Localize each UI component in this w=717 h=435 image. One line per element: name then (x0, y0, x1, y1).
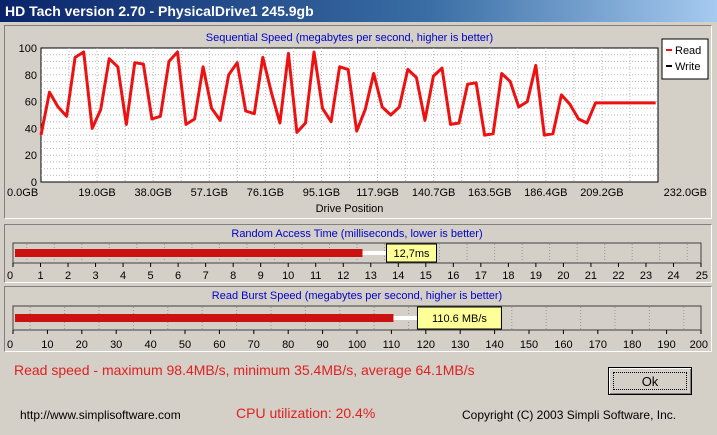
meter-lead (393, 316, 418, 320)
burst-speed-chart: Read Burst Speed (megabytes per second, … (7, 290, 708, 351)
y-tick-label: 40 (25, 123, 37, 135)
meter-tick-label: 80 (282, 339, 294, 351)
x-tick-label: 209.2GB (580, 187, 623, 199)
ok-button[interactable]: Ok (608, 367, 692, 395)
meter-tick-label: 7 (203, 270, 209, 282)
legend-entry: Read (675, 45, 701, 57)
meter-tick-label: 60 (213, 339, 225, 351)
meter-title: Read Burst Speed (megabytes per second, … (212, 290, 502, 302)
meter-tick-label: 20 (76, 339, 88, 351)
meter-value-label: 12,7ms (393, 248, 430, 260)
meter-tick-label: 25 (696, 270, 708, 282)
meter-tick-label: 120 (417, 339, 435, 351)
meter-tick-label: 16 (447, 270, 459, 282)
ok-button-label: Ok (613, 372, 687, 390)
meter-tick-label: 12 (337, 270, 349, 282)
meter-tick-label: 90 (316, 339, 328, 351)
meter-tick-label: 160 (554, 339, 572, 351)
meter-tick-label: 17 (475, 270, 487, 282)
x-tick-label: 0.0GB (7, 187, 38, 199)
meter-tick-label: 6 (175, 270, 181, 282)
window-title-bar[interactable]: HD Tach version 2.70 - PhysicalDrive1 24… (0, 0, 717, 22)
read-series-line (39, 50, 656, 137)
meter-tick-label: 140 (485, 339, 503, 351)
website-url[interactable]: http://www.simplisoftware.com (20, 408, 181, 422)
meter-tick-label: 130 (451, 339, 469, 351)
x-tick-label: 140.7GB (412, 187, 455, 199)
x-tick-label: 57.1GB (191, 187, 228, 199)
meter-tick-label: 19 (530, 270, 542, 282)
x-tick-label: 117.9GB (356, 187, 399, 199)
x-tick-label: 232.0GB (664, 187, 707, 199)
meter-tick-label: 1 (37, 270, 43, 282)
meter-tick-label: 14 (392, 270, 404, 282)
x-axis-label: Drive Position (316, 203, 384, 215)
meter-tick-label: 50 (179, 339, 191, 351)
meter-value-box (416, 306, 502, 330)
meter-fill (15, 314, 394, 322)
burst-speed-panel: Read Burst Speed (megabytes per second, … (4, 286, 712, 352)
random-access-panel: Random Access Time (milliseconds, lower … (4, 224, 712, 283)
sequential-speed-chart: Sequential Speed (megabytes per second, … (7, 32, 709, 215)
meter-tick-label: 20 (557, 270, 569, 282)
copyright-text: Copyright (C) 2003 Simpli Software, Inc. (462, 408, 677, 422)
meter-fill (15, 249, 363, 257)
sequential-panel: Sequential Speed (megabytes per second, … (4, 25, 712, 219)
meter-tick-label: 10 (282, 270, 294, 282)
meter-tick-label: 0 (7, 270, 13, 282)
meter-tick-label: 170 (589, 339, 607, 351)
meter-tick-label: 3 (92, 270, 98, 282)
meter-tick-label: 180 (623, 339, 641, 351)
y-tick-label: 80 (25, 70, 37, 82)
meter-tick-label: 100 (348, 339, 366, 351)
x-tick-label: 163.5GB (468, 187, 511, 199)
meter-tick-label: 23 (640, 270, 652, 282)
meter-title: Random Access Time (milliseconds, lower … (231, 228, 482, 240)
x-tick-label: 38.0GB (135, 187, 172, 199)
meter-tick-label: 4 (120, 270, 126, 282)
meter-tick-label: 0 (7, 339, 13, 351)
meter-tick-label: 10 (41, 339, 53, 351)
meter-tick-label: 24 (667, 270, 679, 282)
meter-tick-label: 11 (310, 270, 321, 282)
random-access-chart: Random Access Time (milliseconds, lower … (7, 228, 708, 282)
meter-tick-label: 15 (420, 270, 432, 282)
meter-tick-label: 5 (148, 270, 154, 282)
meter-tick-label: 18 (502, 270, 514, 282)
meter-value-box (386, 243, 438, 263)
meter-value-label: 110.6 MB/s (432, 313, 487, 325)
meter-tick-label: 13 (365, 270, 377, 282)
meter-tick-label: 200 (690, 339, 708, 351)
meter-tick-label: 30 (110, 339, 122, 351)
meter-tick-label: 70 (248, 339, 260, 351)
meter-tick-label: 2 (65, 270, 71, 282)
meter-tick-label: 110 (383, 339, 401, 351)
meter-tick-label: 8 (230, 270, 236, 282)
meter-tick-label: 9 (258, 270, 264, 282)
meter-tick-label: 190 (657, 339, 675, 351)
read-speed-summary: Read speed - maximum 98.4MB/s, minimum 3… (14, 362, 475, 378)
legend-box (661, 38, 709, 80)
y-tick-label: 60 (25, 97, 37, 109)
meter-lead (362, 251, 387, 255)
meter-tick-label: 150 (520, 339, 538, 351)
y-tick-label: 20 (25, 150, 37, 162)
cpu-utilization: CPU utilization: 20.4% (236, 405, 376, 421)
meter-tick-label: 40 (144, 339, 156, 351)
window-title: HD Tach version 2.70 - PhysicalDrive1 24… (5, 3, 314, 19)
x-tick-label: 95.1GB (303, 187, 340, 199)
legend-entry: Write (675, 61, 700, 73)
x-tick-label: 186.4GB (524, 187, 567, 199)
meter-tick-label: 22 (612, 270, 624, 282)
y-tick-label: 0 (31, 177, 37, 189)
x-tick-label: 19.0GB (78, 187, 115, 199)
y-tick-label: 100 (19, 43, 37, 55)
meter-tick-label: 21 (585, 270, 597, 282)
chart-title: Sequential Speed (megabytes per second, … (206, 32, 493, 44)
x-tick-label: 76.1GB (247, 187, 284, 199)
